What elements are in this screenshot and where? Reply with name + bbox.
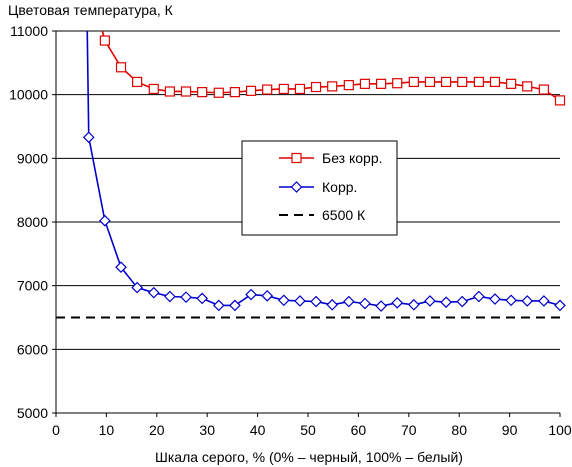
point-korr-6: [180, 291, 192, 303]
point-bez-korr-22: [457, 76, 468, 88]
point-bez-korr-28: [554, 95, 566, 106]
point-korr-16: [342, 295, 355, 308]
point-bez-korr-17: [375, 78, 387, 89]
y-tick-label-9000: 9000: [17, 150, 48, 166]
point-korr-10: [245, 288, 257, 301]
y-tick-label-7000: 7000: [17, 278, 48, 294]
x-tick-label-60: 60: [351, 422, 367, 438]
point-bez-korr-7: [213, 87, 224, 98]
point-korr-13: [294, 295, 306, 307]
point-bez-korr-24: [489, 76, 501, 88]
point-korr-27: [521, 295, 534, 307]
y-axis-title: Цветовая температура, К: [8, 2, 174, 18]
point-korr-14: [310, 295, 322, 308]
point-bez-korr-11: [278, 83, 289, 95]
y-tick-label-11000: 11000: [10, 23, 48, 39]
point-bez-korr-6: [197, 87, 208, 98]
y-tick-label-6000: 6000: [17, 341, 48, 357]
legend-marker-shape-korr: [290, 181, 303, 193]
y-ticks: 5000 6000 7000 8000 9000 10000 11000: [9, 23, 56, 421]
series-korr: [82, 30, 566, 312]
legend-marker-shape-bez-korr: [291, 152, 302, 164]
point-korr-22: [440, 296, 452, 309]
point-bez-korr-1: [115, 62, 127, 73]
point-korr-21: [424, 295, 436, 307]
point-bez-korr-12: [294, 83, 306, 95]
point-korr-0: [82, 131, 95, 144]
point-korr-26: [505, 294, 517, 307]
point-korr-19: [391, 297, 404, 309]
point-korr-7: [196, 292, 209, 305]
point-korr-12: [277, 294, 290, 307]
series-bez-korr: [99, 30, 566, 106]
point-korr-11: [261, 290, 274, 302]
legend-label-bez-korr: Без корр.: [322, 150, 383, 166]
point-bez-korr-26: [522, 81, 533, 92]
x-ticks: 0 10 20 30 40 50 60 70 80 90 100: [52, 413, 572, 438]
legend: Без корр. Корр. 6500 К: [241, 140, 398, 236]
x-tick-label-0: 0: [52, 422, 60, 438]
point-korr-4: [147, 286, 160, 299]
point-korr-15: [326, 298, 339, 311]
point-korr-9: [229, 299, 241, 312]
legend-marker-korr: [290, 181, 303, 193]
x-tick-label-70: 70: [401, 422, 417, 438]
point-korr-20: [407, 298, 420, 311]
point-bez-korr-25: [506, 78, 517, 89]
point-bez-korr-19: [408, 76, 419, 88]
point-korr-18: [375, 300, 387, 312]
point-bez-korr-16: [359, 78, 371, 89]
legend-marker-bez-korr: [291, 152, 302, 164]
point-korr-8: [212, 299, 225, 312]
point-bez-korr-8: [229, 87, 241, 98]
x-tick-label-50: 50: [300, 422, 316, 438]
point-bez-korr-14: [327, 81, 338, 92]
point-bez-korr-27: [538, 84, 549, 95]
x-tick-label-100: 100: [548, 422, 572, 438]
point-bez-korr-2: [132, 76, 143, 88]
legend-label-6500k: 6500 К: [322, 207, 366, 223]
point-korr-5: [164, 290, 176, 303]
point-korr-29: [554, 299, 566, 312]
point-korr-2: [115, 261, 127, 274]
point-bez-korr-0: [99, 35, 110, 46]
y-tick-label-10000: 10000: [9, 87, 48, 103]
x-tick-label-10: 10: [99, 422, 115, 438]
x-tick-label-30: 30: [199, 422, 215, 438]
point-bez-korr-18: [392, 78, 403, 89]
point-bez-korr-15: [343, 80, 354, 91]
legend-box: [241, 140, 398, 236]
point-bez-korr-20: [424, 76, 436, 88]
point-korr-23: [456, 295, 469, 308]
point-korr-1: [99, 214, 111, 227]
y-tick-label-5000: 5000: [17, 405, 48, 421]
point-bez-korr-3: [148, 83, 159, 95]
x-tick-label-20: 20: [149, 422, 165, 438]
point-bez-korr-5: [180, 86, 192, 97]
legend-label-korr: Корр.: [322, 179, 357, 195]
point-bez-korr-9: [245, 85, 257, 96]
point-korr-25: [489, 293, 501, 305]
point-bez-korr-13: [310, 81, 322, 93]
point-korr-28: [538, 295, 550, 307]
point-korr-17: [359, 297, 371, 310]
x-tick-label-90: 90: [502, 422, 518, 438]
point-korr-24: [473, 290, 485, 303]
x-tick-label-80: 80: [451, 422, 467, 438]
point-korr-3: [131, 281, 143, 294]
point-bez-korr-4: [164, 86, 176, 97]
point-bez-korr-23: [473, 76, 484, 88]
x-axis-title: Шкала серого, % (0% – черный, 100% – бел…: [155, 449, 463, 465]
series-layer: [56, 30, 566, 319]
point-bez-korr-10: [262, 84, 273, 95]
point-bez-korr-21: [440, 76, 452, 88]
x-tick-label-40: 40: [250, 422, 266, 438]
y-tick-label-8000: 8000: [17, 214, 48, 230]
